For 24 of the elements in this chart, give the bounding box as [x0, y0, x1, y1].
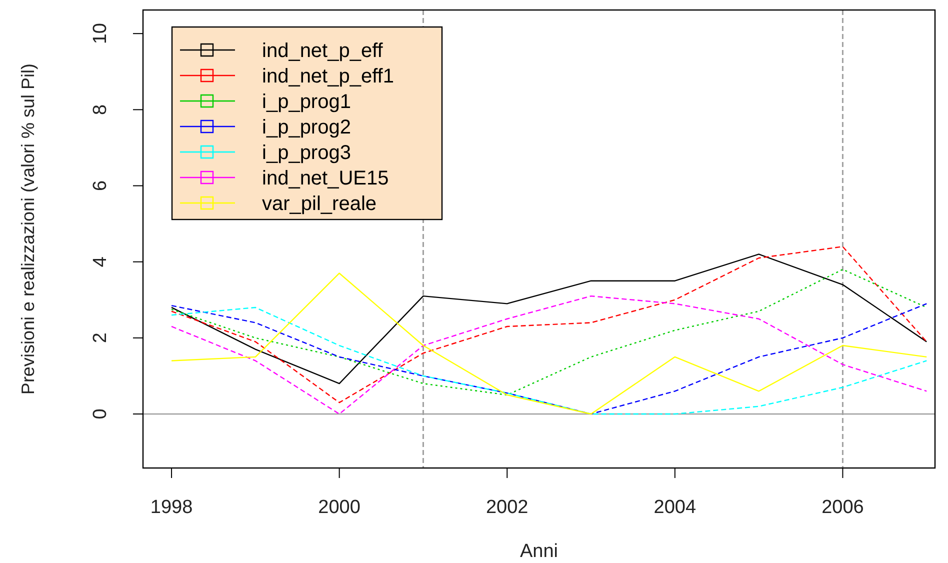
line-series [170, 254, 928, 384]
x-axis-title: Anni [520, 541, 558, 562]
line-series [170, 246, 928, 404]
y-tick-label: 6 [90, 180, 111, 192]
y-tick-label: 0 [90, 408, 111, 420]
y-tick-label: 2 [90, 332, 111, 344]
legend-label: ind_net_p_eff [262, 40, 384, 62]
x-tick-label: 2006 [822, 497, 864, 518]
legend-label: i_p_prog3 [262, 142, 351, 164]
y-tick-label: 10 [90, 23, 111, 44]
y-tick-label: 4 [90, 256, 111, 268]
legend-label: var_pil_reale [262, 193, 377, 215]
line-series [170, 272, 928, 415]
x-tick-label: 2000 [318, 497, 360, 518]
y-axis-title: Previsioni e realizzazioni (valori % sul Pil) [18, 63, 38, 395]
line-series [170, 268, 928, 396]
legend-label: i_p_prog2 [262, 116, 351, 138]
x-tick-label: 2004 [654, 497, 696, 518]
legend-label: ind_net_UE15 [262, 168, 389, 190]
legend-label: ind_net_p_eff1 [262, 66, 394, 88]
legend-label: i_p_prog1 [262, 91, 351, 113]
x-tick-label: 2002 [486, 497, 528, 518]
y-tick-label: 8 [90, 104, 111, 115]
x-tick-label: 1998 [150, 497, 193, 518]
